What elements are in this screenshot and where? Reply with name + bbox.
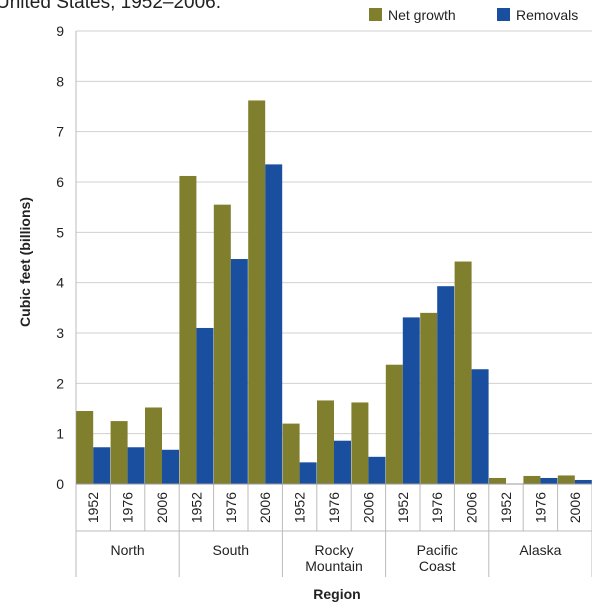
bar-removals	[299, 462, 317, 484]
bar-removals	[196, 327, 214, 484]
bar-net-growth	[76, 411, 94, 484]
y-tick-label: 2	[56, 375, 64, 391]
bar-net-growth	[385, 364, 403, 484]
bar-net-growth	[351, 402, 369, 484]
group-label: Rocky Mountain	[305, 542, 363, 574]
group-label: North	[110, 542, 144, 558]
bar-removals	[368, 456, 386, 484]
legend-swatch	[497, 8, 510, 21]
x-tick-label: 1952	[85, 492, 101, 523]
y-tick-label: 6	[56, 174, 64, 190]
y-tick-label: 1	[56, 426, 64, 442]
group-label: South	[213, 542, 250, 558]
legend-swatch	[369, 8, 382, 21]
bar-net-growth	[523, 475, 541, 484]
y-tick-label: 8	[56, 73, 64, 89]
bar-removals	[162, 449, 179, 484]
y-tick-label: 4	[56, 275, 64, 291]
bar-removals	[471, 369, 489, 484]
bar-net-growth	[213, 204, 231, 484]
x-tick-label: 1952	[498, 492, 514, 523]
bar-net-growth	[557, 475, 575, 484]
x-tick-label: 1976	[326, 492, 342, 523]
bar-removals	[230, 259, 248, 484]
bar-net-growth	[317, 400, 334, 484]
bar-removals	[574, 479, 592, 484]
x-tick-label: 2006	[257, 492, 273, 523]
bar-net-growth	[420, 312, 438, 484]
bar-removals	[93, 447, 111, 484]
bar-removals	[265, 164, 283, 484]
y-tick-label: 5	[56, 224, 64, 240]
bar-removals	[402, 317, 420, 484]
bars	[76, 100, 592, 485]
bar-net-growth	[110, 421, 128, 484]
bar-net-growth	[282, 423, 300, 484]
bar-net-growth	[454, 261, 472, 484]
x-tick-label: 1976	[532, 492, 548, 523]
y-axis: 0 1 2 3 4 5 6 7 8 9	[56, 23, 77, 492]
x-tick-label: 1976	[223, 492, 239, 523]
group-label: Alaska	[519, 542, 561, 558]
legend: Net growth Removals	[369, 7, 578, 23]
x-axis: 1952 1976 2006 1952 1976 2006 1952 1976 2006 1952…	[75, 483, 592, 577]
bar-removals	[127, 447, 145, 484]
y-tick-label: 0	[56, 476, 64, 492]
x-tick-label: 2006	[360, 492, 376, 523]
x-tick-label: 2006	[567, 492, 583, 523]
x-tick-label: 1952	[292, 492, 308, 523]
y-axis-label: Cubic feet (billions)	[17, 197, 33, 327]
x-tick-label: 1952	[395, 492, 411, 523]
bar-removals	[540, 477, 558, 484]
y-tick-label: 9	[56, 23, 64, 39]
bar-net-growth	[145, 407, 162, 484]
y-tick-label: 3	[56, 325, 64, 341]
bar-removals	[437, 286, 455, 484]
x-tick-label: 1952	[188, 492, 204, 523]
group-label: Pacific Coast	[417, 542, 458, 574]
x-tick-label: 1976	[120, 492, 136, 523]
legend-label: Net growth	[388, 7, 456, 23]
x-tick-label: 1976	[429, 492, 445, 523]
legend-label: Removals	[516, 7, 578, 23]
bar-net-growth	[179, 175, 197, 484]
x-axis-label: Region	[313, 586, 360, 602]
bar-net-growth	[248, 100, 266, 485]
x-tick-label: 2006	[154, 492, 170, 523]
y-tick-label: 7	[56, 124, 64, 140]
bar-net-growth	[489, 477, 506, 484]
bar-removals	[334, 440, 351, 484]
chart-title: United States, 1952–2006.	[0, 0, 221, 13]
x-tick-label: 2006	[464, 492, 480, 523]
